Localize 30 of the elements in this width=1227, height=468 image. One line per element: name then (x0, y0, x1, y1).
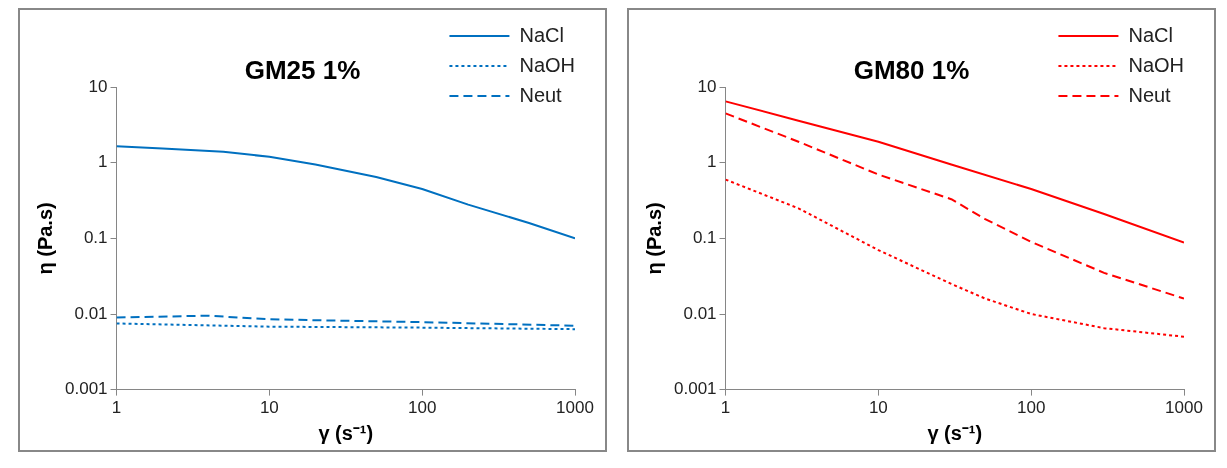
y-axis-title: η (Pa.s) (33, 202, 56, 275)
y-tick-label: 0.001 (64, 379, 108, 399)
y-tick-label: 0.1 (83, 228, 108, 248)
legend-label: NaCl (1128, 23, 1173, 46)
x-tick-label: 100 (1016, 398, 1046, 418)
legend-label: Neut (1128, 83, 1172, 106)
y-axis-title: η (Pa.s) (642, 202, 665, 275)
legend-label: NaOH (1128, 53, 1185, 76)
x-tick-label: 1 (111, 398, 122, 418)
x-tick-label: 10 (868, 398, 888, 418)
legend-label: Neut (519, 83, 563, 106)
legend-label: NaCl (519, 23, 564, 46)
x-tick-label: 1000 (556, 398, 594, 418)
y-tick-label: 0.1 (692, 228, 717, 248)
x-tick-label: 1 (720, 398, 731, 418)
x-axis-title: γ (s⁻¹) (927, 421, 983, 444)
x-tick-label: 10 (259, 398, 279, 418)
y-tick-label: 10 (697, 76, 717, 96)
y-tick-label: 0.01 (683, 303, 717, 323)
legend-label: NaOH (519, 53, 576, 76)
chart-title: GM25 1% (244, 54, 361, 85)
x-tick-label: 1000 (1165, 398, 1203, 418)
y-tick-label: 0.01 (74, 303, 108, 323)
x-tick-label: 100 (407, 398, 437, 418)
y-tick-label: 0.001 (673, 379, 717, 399)
x-axis-title: γ (s⁻¹) (318, 421, 374, 444)
chart-title: GM80 1% (853, 54, 970, 85)
y-tick-label: 1 (98, 152, 108, 172)
y-tick-label: 1 (707, 152, 717, 172)
y-tick-label: 10 (88, 76, 108, 96)
